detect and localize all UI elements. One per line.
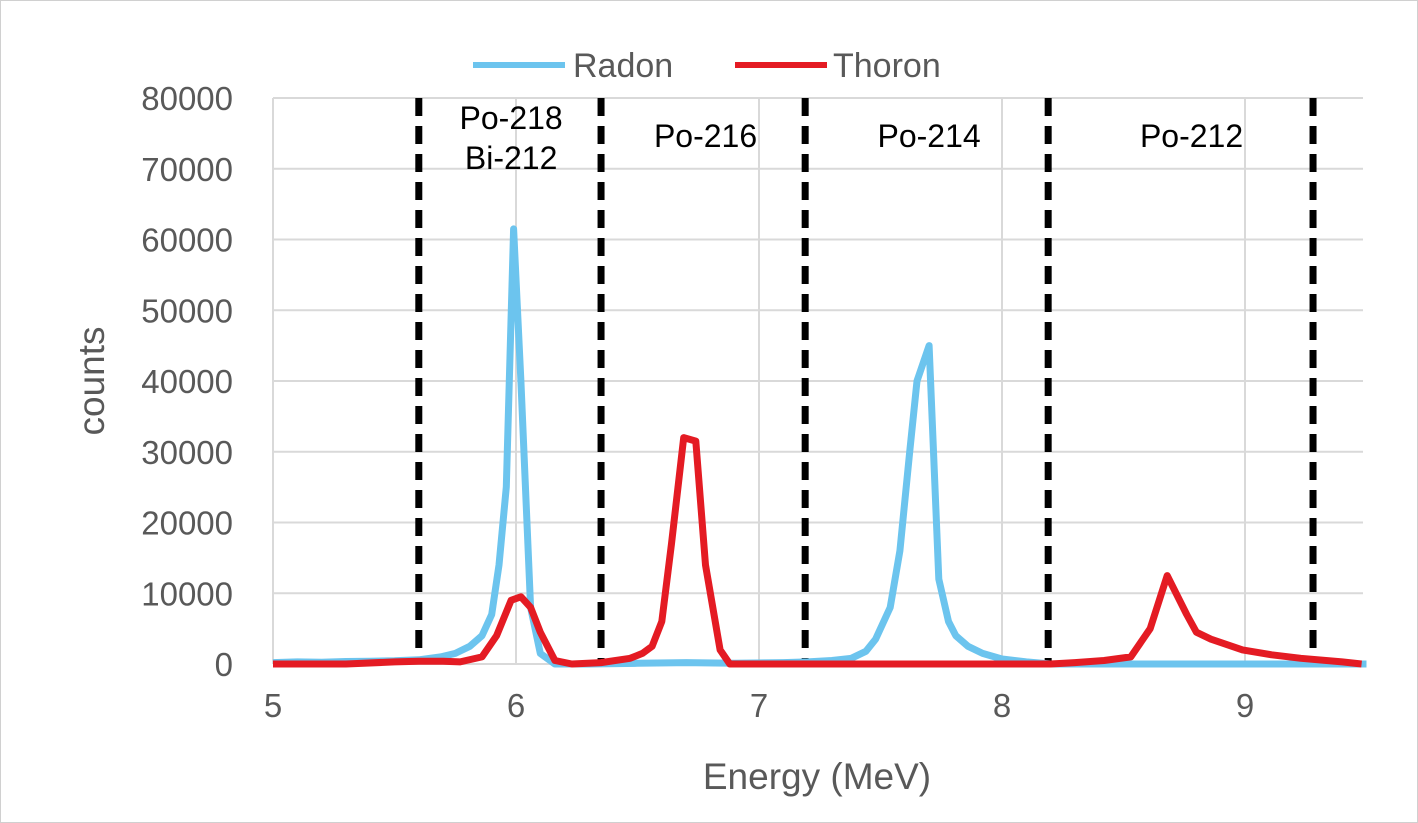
x-tick-label: 9 xyxy=(1236,687,1254,724)
series-line-thoron xyxy=(273,434,1362,668)
legend-label-radon: Radon xyxy=(573,47,673,85)
x-tick-label: 5 xyxy=(264,687,282,724)
x-tick-label: 7 xyxy=(750,687,768,724)
region-label: Po-212 xyxy=(1140,118,1243,154)
series-line-radon xyxy=(272,225,1367,668)
gridlines xyxy=(272,97,1363,665)
y-tick-label: 60000 xyxy=(141,222,233,259)
region-dividers xyxy=(415,98,1317,664)
y-tick-label: 40000 xyxy=(141,363,233,400)
y-tick-label: 0 xyxy=(215,646,233,683)
region-label: Po-218 xyxy=(460,100,563,136)
y-tick-label: 10000 xyxy=(141,575,233,612)
tick-labels: 0 10000 20000 30000 40000 50000 60000 70000 8000… xyxy=(141,80,1254,724)
y-tick-label: 70000 xyxy=(141,151,233,188)
region-label: Po-216 xyxy=(654,118,757,154)
y-tick-label: 50000 xyxy=(141,292,233,329)
x-axis-label: Energy (MeV) xyxy=(703,756,931,797)
legend-label-thoron: Thoron xyxy=(833,47,941,85)
region-labels: Po-218 Bi-212 Po-216 Po-214 Po-212 xyxy=(460,100,1244,176)
region-label: Bi-212 xyxy=(465,140,558,176)
y-axis-label: counts xyxy=(71,326,112,435)
x-tick-label: 8 xyxy=(993,687,1011,724)
region-label: Po-214 xyxy=(878,118,981,154)
y-tick-label: 20000 xyxy=(141,505,233,542)
y-tick-label: 30000 xyxy=(141,434,233,471)
legend: Radon Thoron xyxy=(473,47,941,85)
y-tick-label: 80000 xyxy=(141,80,233,117)
series-lines xyxy=(272,225,1367,668)
x-tick-label: 6 xyxy=(507,687,525,724)
